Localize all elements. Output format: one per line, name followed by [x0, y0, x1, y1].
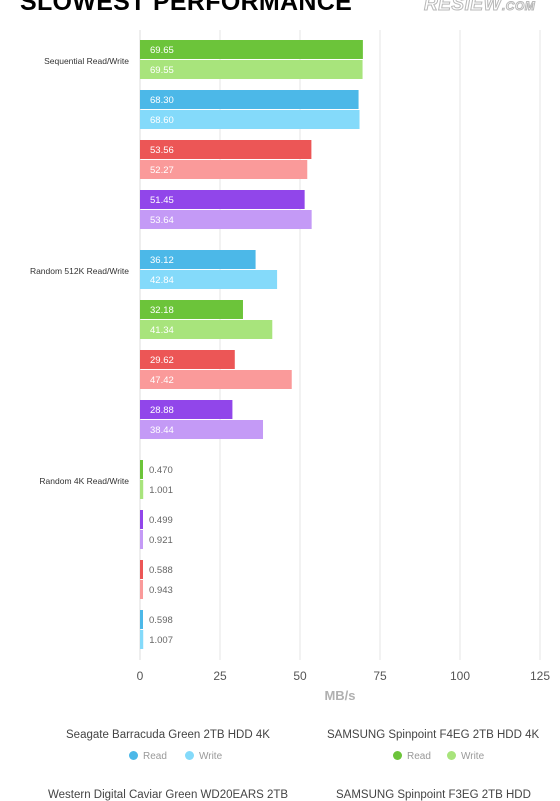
data-label: 51.45	[150, 195, 174, 206]
data-label: 0.588	[149, 565, 173, 576]
bar-read	[140, 610, 143, 629]
data-label: 41.34	[150, 325, 174, 336]
x-tick-label: 50	[293, 669, 307, 683]
data-label: 1.001	[149, 485, 173, 496]
bar-write	[140, 370, 292, 389]
bar-write	[140, 530, 143, 549]
legend-write-label: Write	[199, 751, 223, 762]
legend-read-seagate[interactable]: Read	[129, 751, 167, 762]
category-label: Sequential Read/Write	[44, 56, 129, 66]
x-tick-label: 0	[137, 669, 144, 683]
bar-read	[140, 140, 312, 159]
bar-write	[140, 210, 312, 229]
legend-write-samsung-f4eg[interactable]: Write	[447, 751, 484, 762]
x-tick-label: 125	[530, 669, 550, 683]
bar-read	[140, 250, 256, 269]
chart-title: SLOWEST PERFORMANCE	[20, 0, 353, 16]
data-label: 38.44	[150, 425, 174, 436]
bar-read	[140, 460, 143, 479]
x-axis-label: MB/s	[324, 688, 355, 703]
bar-read	[140, 300, 243, 319]
bar-read	[140, 40, 363, 59]
data-label: 29.62	[150, 355, 174, 366]
data-label: 68.60	[150, 115, 174, 126]
data-label: 42.84	[150, 275, 174, 286]
category-label: Random 4K Read/Write	[39, 476, 129, 486]
data-label: 0.921	[149, 535, 173, 546]
legend-write-seagate[interactable]: Write	[185, 751, 222, 762]
legend-title-samsung-f3eg: SAMSUNG Spinpoint F3EG 2TB HDD	[336, 789, 531, 801]
bar-write	[140, 420, 264, 439]
legend-dot-icon	[447, 751, 456, 760]
bar-write	[140, 60, 363, 79]
legend-read-samsung-f4eg[interactable]: Read	[393, 751, 431, 762]
data-label: 28.88	[150, 405, 174, 416]
legend-read-label: Read	[407, 751, 431, 762]
data-label: 69.65	[150, 45, 174, 56]
x-tick-label: 75	[373, 669, 387, 683]
data-label: 53.64	[150, 215, 174, 226]
bar-write	[140, 480, 144, 499]
data-label: 32.18	[150, 305, 174, 316]
site-logo: RESIEW.COM	[423, 0, 536, 16]
data-label: 69.55	[150, 65, 174, 76]
legend-title-samsung-f4eg: SAMSUNG Spinpoint F4EG 2TB HDD 4K	[327, 729, 540, 741]
bar-read	[140, 90, 359, 109]
bar-read	[140, 400, 233, 419]
bar-read	[140, 350, 235, 369]
bar-write	[140, 160, 308, 179]
bar-write	[140, 270, 278, 289]
bar-read	[140, 190, 305, 209]
bar-write	[140, 630, 144, 649]
bar-read	[140, 560, 143, 579]
bar-write	[140, 580, 144, 599]
legend-title-wd: Western Digital Caviar Green WD20EARS 2T…	[48, 789, 289, 801]
legend-dot-icon	[129, 751, 138, 760]
data-label: 68.30	[150, 95, 174, 106]
data-label: 0.499	[149, 515, 173, 526]
x-tick-label: 25	[213, 669, 227, 683]
legend-read-label: Read	[143, 751, 167, 762]
bar-read	[140, 510, 143, 529]
data-label: 1.007	[149, 635, 173, 646]
data-label: 36.12	[150, 255, 174, 266]
data-label: 0.943	[149, 585, 173, 596]
bar-write	[140, 320, 273, 339]
x-tick-label: 100	[450, 669, 470, 683]
data-label: 47.42	[150, 375, 174, 386]
legend-dot-icon	[393, 751, 402, 760]
data-label: 0.470	[149, 465, 173, 476]
data-label: 53.56	[150, 145, 174, 156]
data-label: 52.27	[150, 165, 174, 176]
legend-title-seagate: Seagate Barracuda Green 2TB HDD 4K	[66, 729, 270, 741]
data-label: 0.598	[149, 615, 173, 626]
category-label: Random 512K Read/Write	[30, 266, 129, 276]
legend-write-label: Write	[461, 751, 485, 762]
bar-write	[140, 110, 360, 129]
legend-dot-icon	[185, 751, 194, 760]
